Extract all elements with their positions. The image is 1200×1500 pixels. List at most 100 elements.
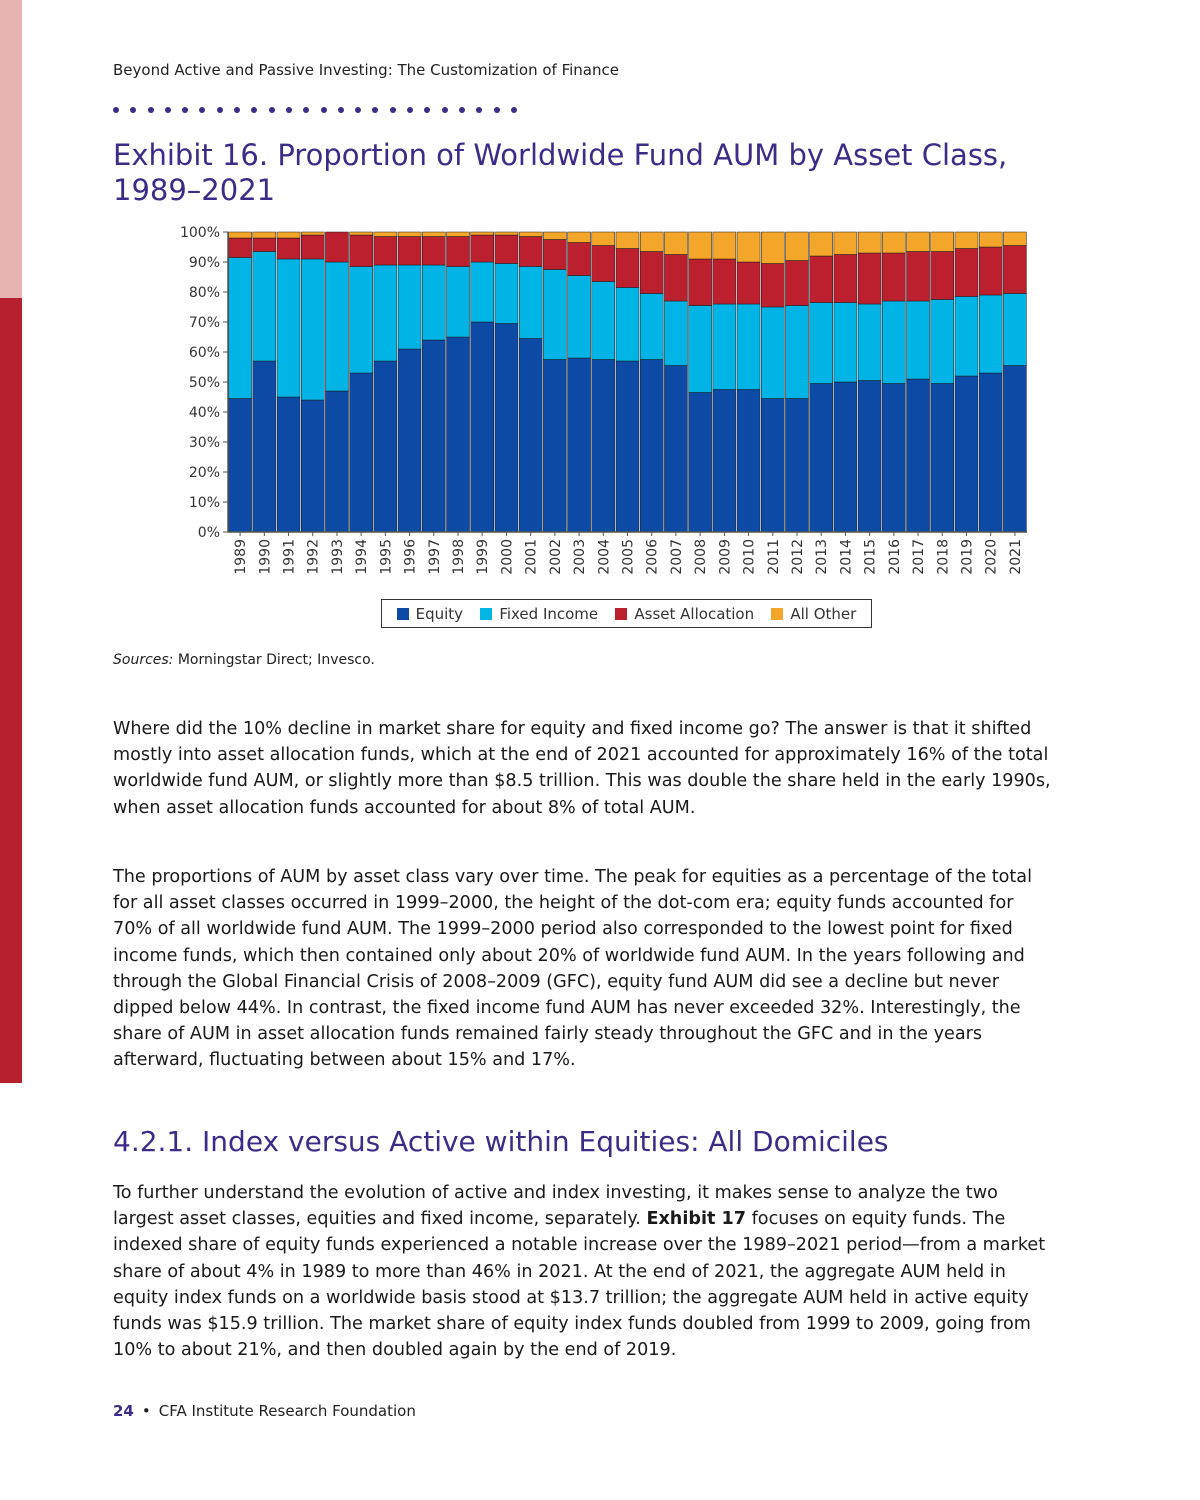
bar-fixed-income-2003 xyxy=(567,275,591,359)
bar-fixed-income-1997 xyxy=(422,264,446,341)
bar-all-other-1994 xyxy=(349,231,373,236)
side-accent-dark xyxy=(0,298,22,1083)
bar-fixed-income-2006 xyxy=(639,293,664,360)
y-tick-label: 10% xyxy=(189,495,220,511)
x-tick-label: 1993 xyxy=(330,539,346,575)
page-footer: 24 • CFA Institute Research Foundation xyxy=(113,1402,416,1420)
bar-equity-2000 xyxy=(494,323,519,533)
x-tick-label: 2013 xyxy=(814,539,830,575)
bar-equity-1990 xyxy=(252,360,277,533)
bar-asset-allocation-1993 xyxy=(325,231,349,263)
y-tick-label: 50% xyxy=(189,375,220,391)
x-tick-label: 1992 xyxy=(306,539,322,575)
bar-all-other-2019 xyxy=(954,231,979,249)
bar-all-other-2016 xyxy=(882,231,906,254)
x-tick-label: 2001 xyxy=(524,539,540,575)
bar-all-other-2015 xyxy=(857,231,882,254)
bar-all-other-1999 xyxy=(470,231,494,236)
bar-all-other-1996 xyxy=(397,231,422,237)
y-tick-label: 20% xyxy=(189,465,220,481)
bar-equity-1996 xyxy=(397,348,422,533)
stacked-bar-chart: 0% 10% 20% 30% 40% 50% 60% 70% 80% 90% 100% 1989 199… xyxy=(180,225,1027,575)
x-tick-label: 2015 xyxy=(863,539,879,575)
body-paragraph-2: The proportions of AUM by asset class va… xyxy=(113,867,1032,1071)
legend-swatch-fixed-income xyxy=(480,607,493,620)
bar-fixed-income-1994 xyxy=(349,266,373,374)
bar-asset-allocation-1998 xyxy=(446,236,470,267)
x-tick-label: 2003 xyxy=(572,539,588,575)
bar-equity-2010 xyxy=(736,389,761,533)
bar-fixed-income-1991 xyxy=(276,258,301,398)
x-tick-label: 2000 xyxy=(499,539,515,575)
bar-asset-allocation-1996 xyxy=(397,236,422,266)
x-tick-label: 2016 xyxy=(887,539,903,575)
bar-equity-2015 xyxy=(857,380,882,533)
x-tick-label: 1990 xyxy=(257,539,273,575)
x-tick-label: 2006 xyxy=(645,539,661,575)
bar-asset-allocation-2010 xyxy=(736,261,761,305)
x-tick-label: 1989 xyxy=(233,539,249,575)
bar-asset-allocation-2008 xyxy=(688,258,712,306)
bar-all-other-2009 xyxy=(712,231,737,260)
bar-all-other-2017 xyxy=(906,231,930,252)
bar-all-other-2012 xyxy=(785,231,809,261)
bar-all-other-2014 xyxy=(833,231,858,255)
bar-asset-allocation-1997 xyxy=(422,236,446,266)
legend-label-asset-allocation: Asset Allocation xyxy=(634,604,755,623)
bar-fixed-income-2018 xyxy=(930,299,955,384)
bar-all-other-2001 xyxy=(518,231,543,237)
bar-asset-allocation-2012 xyxy=(785,260,809,306)
bar-fixed-income-2019 xyxy=(954,296,979,377)
y-tick-label: 70% xyxy=(189,315,220,331)
bar-asset-allocation-2011 xyxy=(761,263,785,308)
bar-all-other-1998 xyxy=(446,231,470,237)
bar-asset-allocation-2020 xyxy=(978,246,1003,296)
bar-equity-2002 xyxy=(543,359,567,533)
x-tick-label: 2008 xyxy=(693,539,709,575)
bar-asset-allocation-1992 xyxy=(300,234,325,260)
bar-asset-allocation-2004 xyxy=(591,245,616,282)
y-tick-label: 30% xyxy=(189,435,220,451)
bar-fixed-income-2015 xyxy=(857,303,882,381)
bar-fixed-income-2002 xyxy=(543,269,567,360)
y-tick-label: 100% xyxy=(180,225,220,241)
bar-asset-allocation-2019 xyxy=(954,248,979,297)
bar-asset-allocation-2005 xyxy=(615,248,640,288)
bar-all-other-2008 xyxy=(688,231,712,260)
bar-fixed-income-2004 xyxy=(591,281,616,360)
bar-asset-allocation-1990 xyxy=(252,237,277,252)
bar-all-other-2005 xyxy=(615,231,640,249)
bar-asset-allocation-2015 xyxy=(857,252,882,305)
bar-equity-2012 xyxy=(785,398,809,533)
bar-asset-allocation-1995 xyxy=(373,236,398,266)
bar-asset-allocation-2007 xyxy=(664,254,688,302)
bar-fixed-income-1990 xyxy=(252,251,277,362)
bar-all-other-2018 xyxy=(930,231,955,252)
para3-text-before: To further understand the evolution of a… xyxy=(113,1183,998,1230)
body-paragraph-3: To further understand the evolution of a… xyxy=(113,1180,1053,1363)
bar-asset-allocation-1999 xyxy=(470,234,494,263)
x-tick-label: 2021 xyxy=(1008,539,1024,575)
x-tick-label: 2014 xyxy=(838,539,854,575)
bar-all-other-2003 xyxy=(567,231,591,243)
x-tick-label: 2004 xyxy=(596,539,612,575)
bar-equity-2005 xyxy=(615,360,640,533)
bar-all-other-1995 xyxy=(373,231,398,237)
legend-item-asset-allocation: Asset Allocation xyxy=(615,605,754,623)
bar-equity-1999 xyxy=(470,321,494,533)
bar-asset-allocation-2002 xyxy=(543,239,567,270)
bar-equity-2017 xyxy=(906,378,930,533)
bar-asset-allocation-2018 xyxy=(930,251,955,300)
bar-equity-2007 xyxy=(664,365,688,533)
x-tick-label: 2005 xyxy=(621,539,637,575)
bar-all-other-1997 xyxy=(422,231,446,237)
x-tick-label: 2010 xyxy=(742,539,758,575)
bar-asset-allocation-2006 xyxy=(639,251,664,294)
bar-equity-2013 xyxy=(809,383,833,533)
bar-fixed-income-2020 xyxy=(978,294,1003,374)
bar-equity-2019 xyxy=(954,375,979,533)
bar-fixed-income-2017 xyxy=(906,300,930,380)
x-tick-label: 2019 xyxy=(959,539,975,575)
bar-asset-allocation-1989 xyxy=(228,237,252,258)
x-tick-label: 1994 xyxy=(354,539,370,575)
